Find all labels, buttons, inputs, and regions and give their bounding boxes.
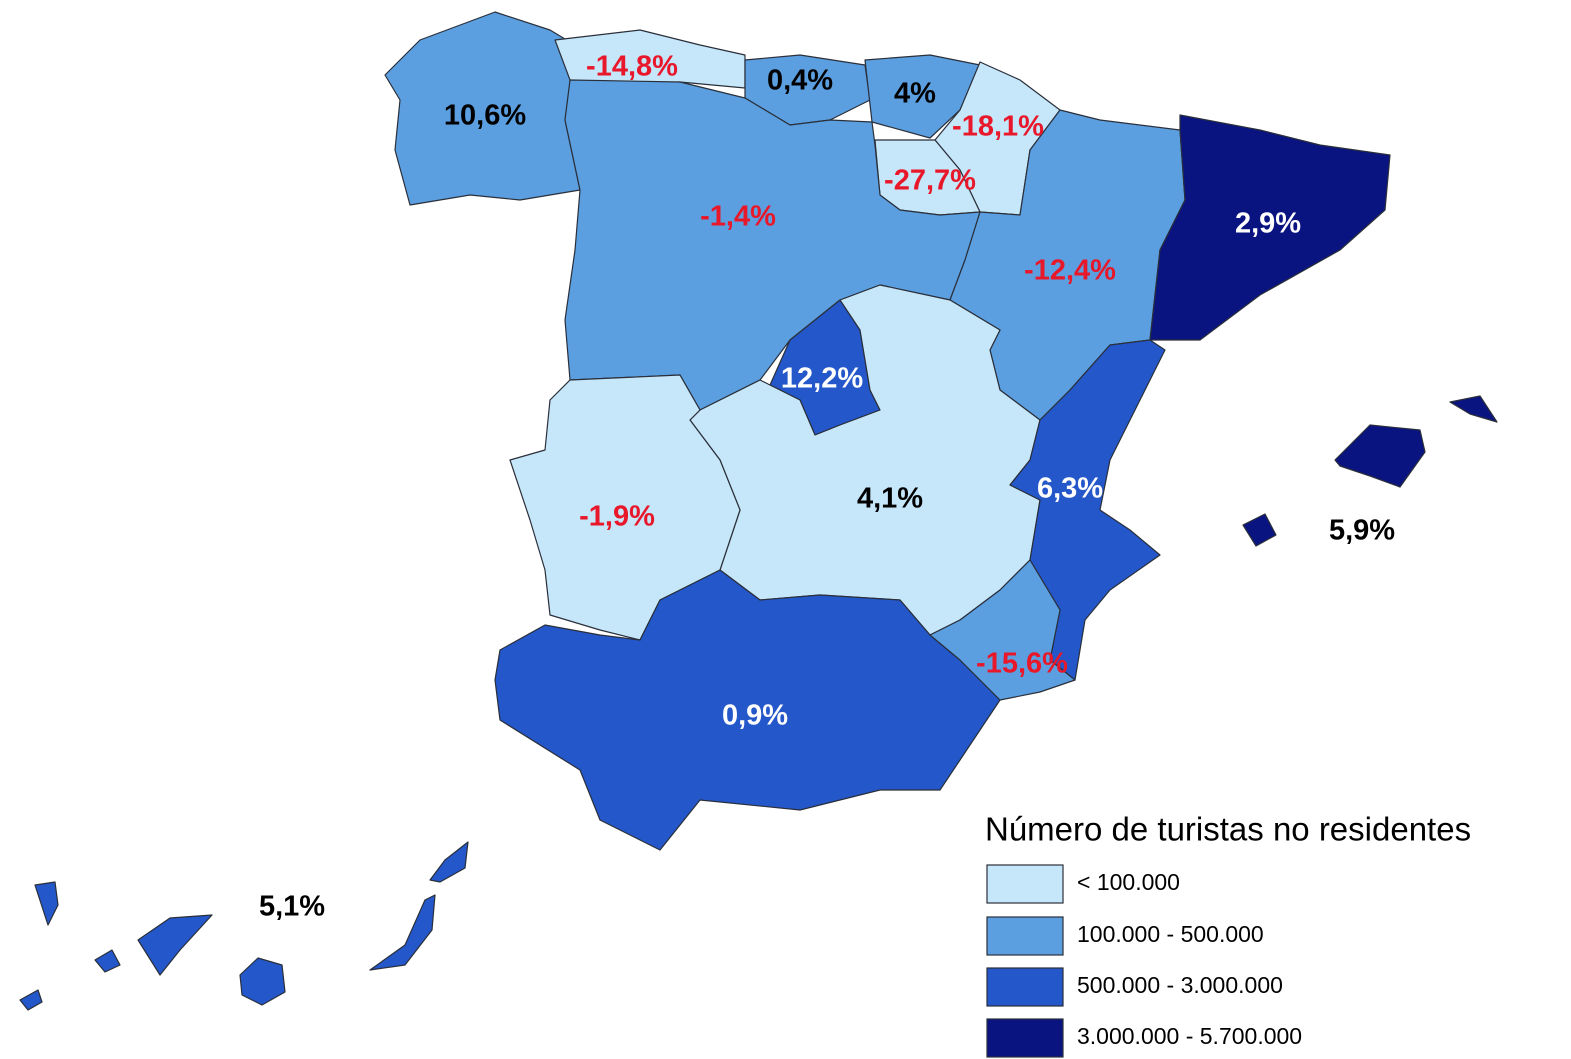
region-shape [1009,339,1166,681]
region-shape [369,894,436,971]
region-shape [929,559,1076,701]
region-label: -27,7% [884,165,976,197]
legend-swatch [986,967,1064,1007]
legend-label: < 100.000 [1077,869,1180,895]
region-label: -14,8% [586,51,678,83]
region-label: -12,4% [1024,255,1116,287]
region-shape [239,957,286,1006]
region-label: -15,6% [976,648,1068,680]
legend-swatch [986,916,1064,956]
legend-swatch [986,1018,1064,1058]
region-label: 12,2% [781,363,863,395]
region-shape [1242,513,1277,547]
region [1009,339,1166,681]
legend-label: 500.000 - 3.000.000 [1077,972,1283,998]
legend-label: 100.000 - 500.000 [1077,921,1264,947]
region-label: 0,4% [767,65,833,97]
region-shape [137,914,213,976]
region-shape [1149,114,1391,341]
region-label: -18,1% [952,111,1044,143]
legend-title: Número de turistas no residentes [985,811,1471,848]
region-shape [1334,424,1426,488]
region [19,841,469,1011]
legend-label: 3.000.000 - 5.700.000 [1077,1023,1302,1049]
region-label: 6,3% [1037,473,1103,505]
region-shape [94,949,121,973]
region-shape [34,881,59,926]
region-label: 5,1% [259,891,325,923]
legend-swatch [986,864,1064,904]
region [1242,395,1498,547]
region-label: 0,9% [722,700,788,732]
region-label: 5,9% [1329,515,1395,547]
region-label: -1,9% [579,501,655,533]
region-shape [1449,395,1498,423]
region-shape [19,989,43,1011]
region-label: 4% [894,78,936,110]
region-label: 10,6% [444,100,526,132]
region-label: 2,9% [1235,208,1301,240]
region-label: 4,1% [857,483,923,515]
region [1149,114,1391,341]
region [929,559,1076,701]
region-shape [429,841,469,883]
region-label: -1,4% [700,201,776,233]
